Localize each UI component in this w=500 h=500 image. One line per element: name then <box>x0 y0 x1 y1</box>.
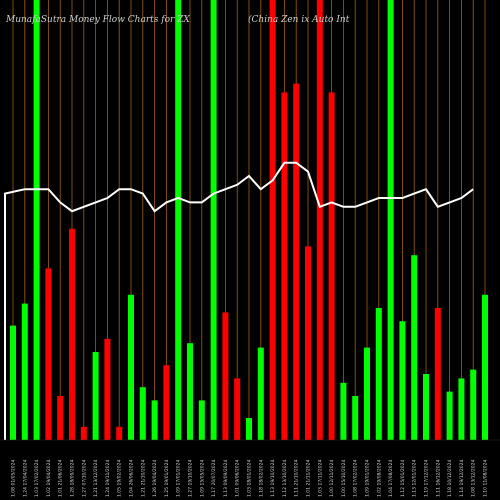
bar <box>198 400 205 440</box>
x-tick-label: 1.03 17/02/2024 <box>34 459 40 497</box>
x-tick-label: 1.21 13/12/2024 <box>93 459 99 497</box>
bar <box>257 347 264 440</box>
bar <box>423 374 429 440</box>
bar <box>116 426 123 440</box>
bar <box>293 83 300 440</box>
x-tick-label: 1.09 19/01/2024 <box>365 459 371 497</box>
x-tick-label: 1.03 17/11/2024 <box>317 459 323 497</box>
x-tick-label: 1.13 19/10/2024 <box>270 459 276 497</box>
bar <box>470 369 477 440</box>
bar <box>80 426 87 440</box>
x-tick-label: 1.00 15/10/2024 <box>341 459 347 497</box>
bar <box>222 312 229 440</box>
x-tick-labels: 1.08 01/05/2024 1.24 17/04/2024 1.03 17/02… <box>11 459 489 497</box>
x-tick-label: 1.03 18/01/2024 <box>247 459 253 497</box>
bar <box>316 0 323 440</box>
x-tick-label: 1.09 17/01/2024 <box>176 459 182 497</box>
x-tick-label: 1.08 01/05/2024 <box>11 459 17 497</box>
x-tick-label: 1.11 16/12/2024 <box>435 459 441 497</box>
bar <box>163 365 170 440</box>
x-tick-label: 1.04 26/06/2024 <box>129 459 135 497</box>
bar <box>246 418 252 440</box>
x-tick-label: 1.01 21/06/2024 <box>58 459 64 497</box>
x-tick-label: 1.17 20/07/2024 <box>211 459 217 497</box>
bar <box>375 308 382 440</box>
x-tick-label: 1.00 12/11/2024 <box>329 459 335 497</box>
bar <box>281 92 288 441</box>
bar <box>175 0 182 440</box>
bar <box>269 0 276 440</box>
bar <box>387 0 394 440</box>
bar <box>45 268 52 440</box>
bar <box>446 391 453 440</box>
x-tick-label: 1.02 19/04/2024 <box>46 459 52 497</box>
bar <box>234 378 241 440</box>
bar <box>33 0 40 440</box>
chart-title-left: MunafaSutra Money Flow Charts for ZX <box>5 15 190 25</box>
x-tick-label: 1.05 19/02/2024 <box>117 459 123 497</box>
x-tick-label: 1.26 19/04/2024 <box>152 459 158 497</box>
x-tick-label: 1.01 09/06/2024 <box>235 459 241 497</box>
x-tick-label: 1.08 13/12/2024 <box>471 459 477 497</box>
x-tick-label: 1.09 15/05/2024 <box>199 459 205 497</box>
x-tick-label: 1.21 21/10/2024 <box>140 459 146 497</box>
x-tick-label: 1.11 21/10/2024 <box>294 459 300 497</box>
bar <box>21 303 28 440</box>
x-tick-label: 1.27 07/10/2024 <box>81 459 87 497</box>
bar <box>434 308 441 440</box>
bar <box>352 396 359 440</box>
bar <box>328 92 335 441</box>
bar <box>187 343 193 440</box>
x-tick-label: 1.24 17/04/2024 <box>22 459 28 497</box>
bar <box>104 338 111 440</box>
x-tick-label: 1.04 17/08/2024 <box>388 459 394 497</box>
bar <box>482 294 488 440</box>
bar <box>57 396 64 440</box>
bar-series <box>10 0 488 441</box>
x-tick-label: 1.12 15/01/2024 <box>400 459 406 497</box>
bar <box>69 228 75 440</box>
x-tick-label: 1.24 19/11/2024 <box>105 459 111 497</box>
bar <box>92 352 99 440</box>
x-tick-label: 1.28 18/09/2024 <box>70 459 76 497</box>
bar <box>151 400 158 440</box>
chart-title-right: (China Zen ix Auto Int <box>248 14 350 25</box>
bar <box>458 378 465 440</box>
bar <box>10 325 16 440</box>
bar <box>210 0 217 440</box>
x-tick-label: 1.25 19/01/2024 <box>164 459 170 497</box>
x-tick-label: 1.13 12/01/2024 <box>412 459 418 497</box>
x-tick-label: 1.13 09/09/2024 <box>223 459 229 497</box>
x-tick-label: 1.27 19/10/2024 <box>188 459 194 497</box>
x-tick-label: 1.14 19/12/2024 <box>459 459 465 497</box>
x-tick-label: 1.01 21/11/2024 <box>306 459 312 497</box>
bar <box>128 294 134 440</box>
bar <box>364 347 370 440</box>
x-tick-label: 1.19 17/12/2024 <box>424 459 430 497</box>
x-tick-label: 1.02 19/08/2024 <box>376 459 382 497</box>
x-tick-label: 1.08 17/02/2024 <box>353 459 359 497</box>
x-tick-label: 1.12 13/10/2024 <box>282 459 288 497</box>
bar <box>399 321 406 440</box>
bar <box>340 382 347 440</box>
x-tick-label: 1.10 11/08/2024 <box>483 459 489 497</box>
bar <box>305 246 311 440</box>
x-tick-label: 1.18 10/12/2024 <box>447 459 453 497</box>
money-flow-line <box>4 161 474 440</box>
bar <box>139 387 146 440</box>
x-tick-label: 1.18 18/02/2024 <box>258 459 264 497</box>
bar <box>411 255 418 440</box>
